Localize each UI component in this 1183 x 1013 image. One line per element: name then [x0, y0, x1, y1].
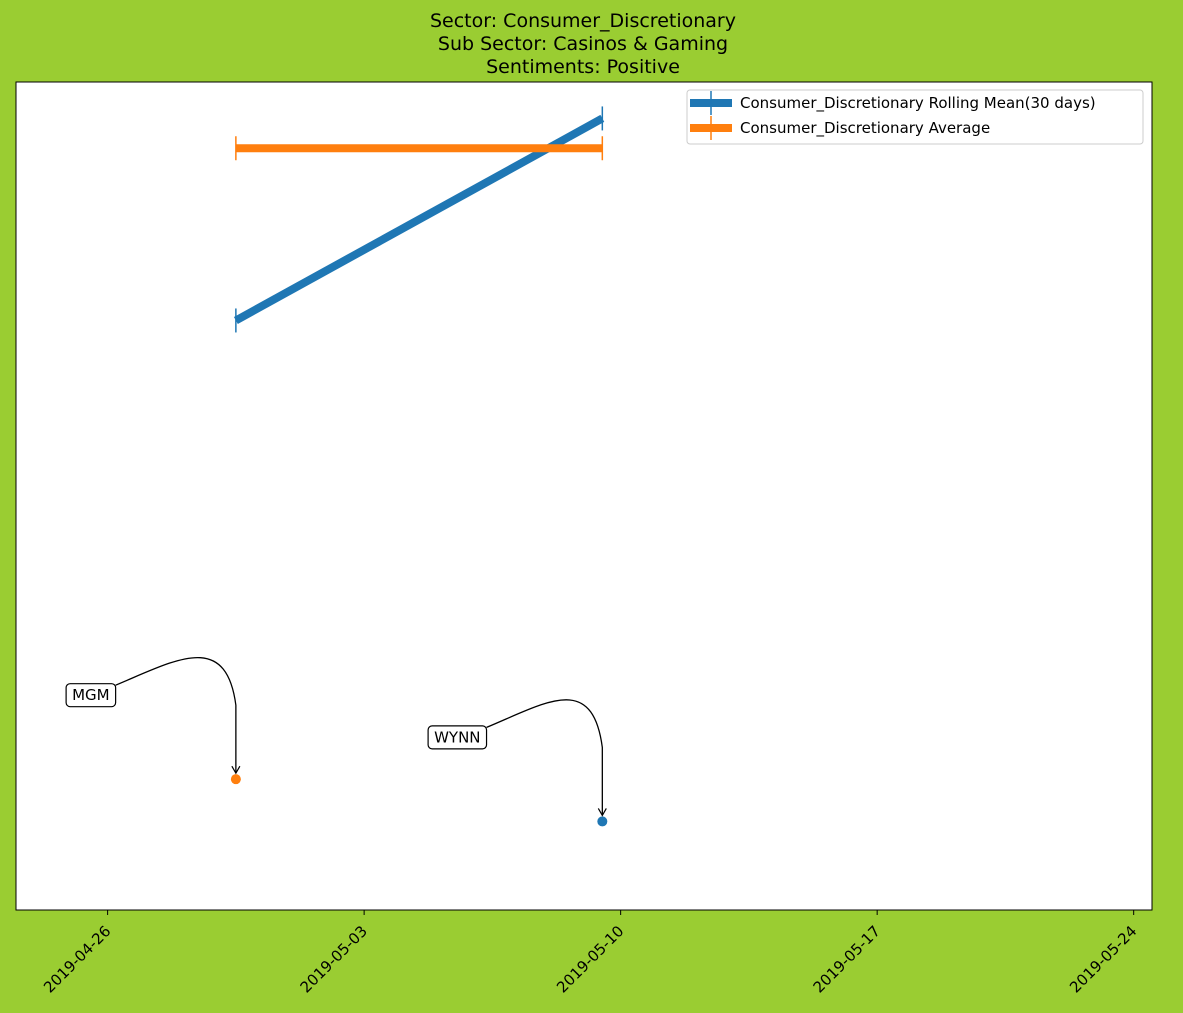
- title-line-subsector: Sub Sector: Casinos & Gaming: [438, 33, 728, 55]
- annotation-box-0: [65, 683, 117, 708]
- x-tick-label-2: 2019-05-10: [553, 922, 627, 996]
- x-axis: 2019-04-26 2019-05-03 2019-05-10 2019-05-17…: [40, 910, 1141, 996]
- title-line-sentiment: Sentiments: Positive: [486, 56, 680, 78]
- title-line-sector: Sector: Consumer_Discretionary: [430, 10, 736, 32]
- legend: Consumer_Discretionary Rolling Mean(30 d…: [686, 89, 1144, 145]
- x-tick-label-4: 2019-05-24: [1066, 922, 1140, 996]
- legend-label-0: Consumer_Discretionary Rolling Mean(30 d…: [740, 94, 1096, 113]
- annotation-box-1: [427, 725, 488, 750]
- legend-label-1: Consumer_Discretionary Average: [740, 119, 990, 138]
- x-tick-label-3: 2019-05-17: [810, 922, 884, 996]
- annotation-layer: MGM WYNN: [65, 656, 608, 827]
- annotation-label-1: WYNN: [434, 728, 480, 746]
- annotation-point-0: [230, 774, 241, 785]
- annotation-arrow-1: [486, 699, 607, 817]
- annotation-label-0: MGM: [72, 686, 110, 704]
- plot-area: [15, 81, 1153, 911]
- legend-frame: [686, 89, 1144, 145]
- series-layer: [233, 106, 605, 333]
- annotation-arrow-0: [115, 656, 241, 775]
- chart-title: Sector: Consumer_Discretionary Sub Secto…: [430, 10, 736, 78]
- annotation-point-1: [597, 816, 608, 827]
- x-tick-label-1: 2019-05-03: [297, 922, 371, 996]
- x-tick-label-0: 2019-04-26: [40, 922, 114, 996]
